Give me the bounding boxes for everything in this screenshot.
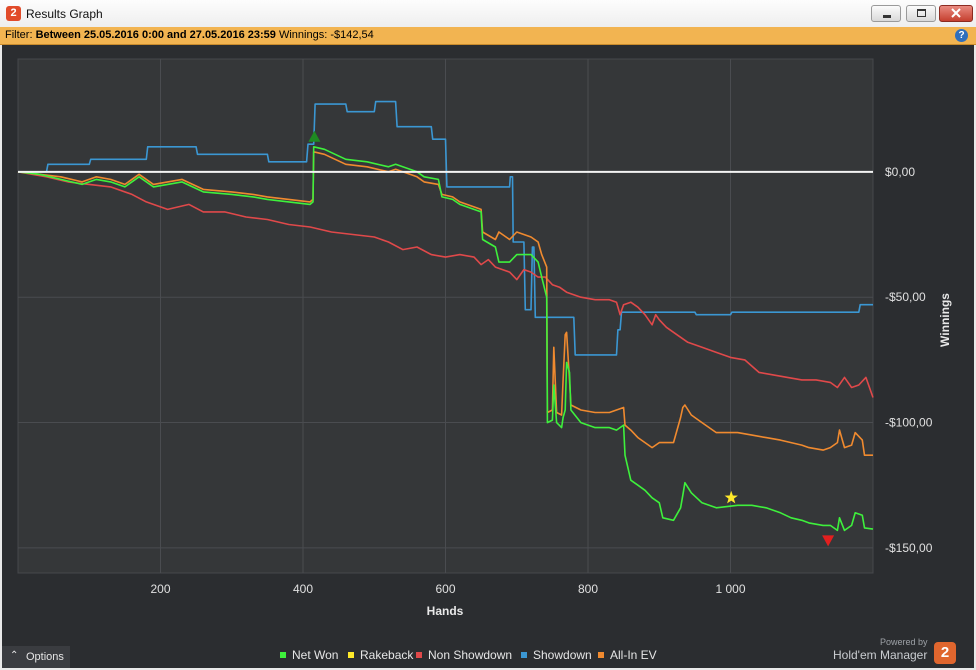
legend-item-rakeback[interactable]: Rakeback	[348, 648, 413, 662]
series-line-showdown	[18, 100, 873, 356]
y-tick-label: -$100,00	[885, 416, 933, 430]
minimize-icon	[883, 15, 891, 18]
minimize-button[interactable]	[871, 5, 901, 22]
legend-swatch	[521, 652, 527, 658]
legend-swatch	[416, 652, 422, 658]
legend-label: Non Showdown	[428, 648, 513, 662]
y-axis-label: Winnings	[938, 293, 952, 347]
x-tick-label: 800	[578, 582, 598, 596]
help-icon[interactable]: ?	[955, 29, 968, 42]
legend-item-non-showdown[interactable]: Non Showdown	[416, 648, 512, 662]
legend-item-showdown[interactable]: Showdown	[521, 648, 592, 662]
winnings-label: Winnings:	[278, 29, 328, 41]
results-graph[interactable]: 200 400 600 800 1 000 $0,00 -$50,00 -$100,00 -$1…	[2, 45, 974, 668]
options-button[interactable]: ⌃ Options	[2, 646, 70, 668]
x-axis-label: Hands	[427, 604, 464, 618]
x-tick-label: 1 000	[715, 582, 745, 596]
filter-range: Between 25.05.2016 0:00 and 27.05.2016 2…	[35, 29, 276, 41]
legend-label: Rakeback	[360, 648, 414, 662]
legend-swatch	[348, 652, 354, 658]
legend-swatch	[280, 652, 286, 658]
filter-prefix: Filter:	[5, 29, 33, 41]
legend: Net Won Rakeback Non Showdown Showdown All-I…	[0, 644, 976, 664]
legend-label: Net Won	[292, 648, 339, 662]
window-title: Results Graph	[26, 7, 103, 21]
max-marker	[308, 130, 321, 142]
close-button[interactable]	[939, 5, 973, 22]
powered-by-text: Powered by	[880, 637, 928, 647]
options-label: Options	[26, 651, 64, 663]
filter-bar: Filter: Between 25.05.2016 0:00 and 27.0…	[0, 27, 976, 45]
chevron-up-icon: ⌃	[10, 650, 19, 661]
rakeback-star	[724, 490, 738, 504]
hem-logo-icon: 2	[934, 642, 956, 664]
legend-label: Showdown	[533, 648, 592, 662]
filter-summary: Filter: Between 25.05.2016 0:00 and 27.0…	[5, 27, 374, 44]
app-logo-icon: 2	[6, 6, 21, 21]
legend-item-net-won[interactable]: Net Won	[280, 648, 338, 662]
product-name: Hold'em Manager	[833, 648, 928, 662]
title-bar: 2 Results Graph	[0, 0, 976, 28]
min-marker	[822, 535, 835, 547]
y-tick-label: $0,00	[885, 165, 915, 179]
y-tick-label: -$50,00	[885, 290, 926, 304]
chart-canvas: 200 400 600 800 1 000 $0,00 -$50,00 -$100,00 -$1…	[17, 58, 952, 618]
maximize-icon	[917, 9, 926, 17]
legend-item-all-in-ev[interactable]: All-In EV	[598, 648, 657, 662]
y-tick-label: -$150,00	[885, 541, 933, 555]
legend-swatch	[598, 652, 604, 658]
x-tick-label: 200	[150, 582, 170, 596]
x-tick-label: 400	[293, 582, 313, 596]
legend-label: All-In EV	[610, 648, 657, 662]
winnings-value: -$142,54	[330, 29, 374, 41]
close-icon	[951, 8, 961, 18]
maximize-button[interactable]	[906, 5, 936, 22]
series-line-all-in-ev	[17, 151, 873, 456]
x-tick-label: 600	[435, 582, 455, 596]
series-line-non-showdown	[17, 171, 874, 398]
series-line-net-won	[17, 146, 874, 532]
